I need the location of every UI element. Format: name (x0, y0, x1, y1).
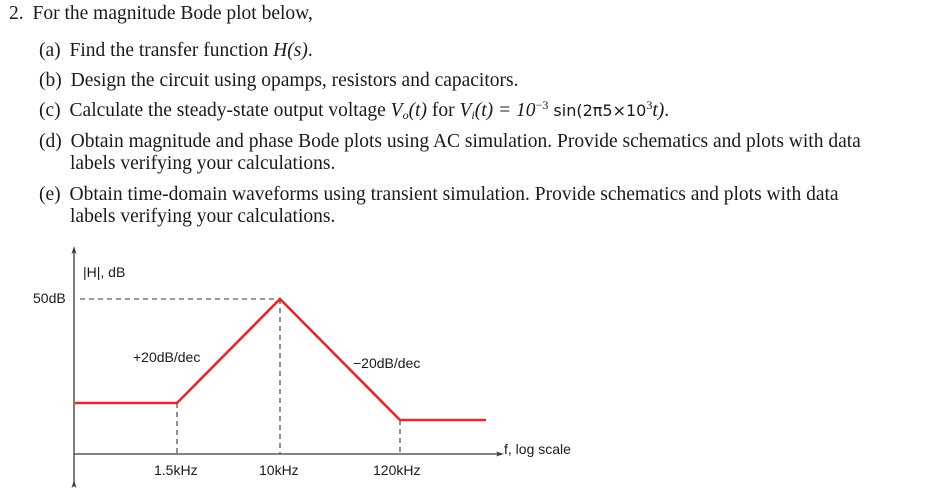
x-tick-120khz: 120kHz (373, 462, 421, 478)
part-a-math: H(s) (273, 40, 308, 61)
part-d: (d) Obtain magnitude and phase Bode plot… (39, 131, 861, 153)
slope-down-label: −20dB/dec (353, 355, 421, 371)
freq-exponent: 3 (646, 98, 653, 112)
x-tick-10khz: 10kHz (259, 462, 299, 478)
part-a-punct: . (307, 40, 313, 61)
sin-end: t) (652, 100, 665, 121)
vi-arg: (t) = 10 (474, 100, 536, 121)
vi-symbol: V (459, 100, 472, 121)
part-e-line2: labels verifying your calculations. (70, 206, 336, 227)
problem-heading: 2. For the magnitude Bode plot below, (9, 3, 313, 25)
part-a-label: (a) (39, 40, 61, 61)
part-e-label: (e) (39, 184, 61, 205)
part-c-mid: for (426, 100, 460, 121)
part-c-punct: . (664, 100, 670, 121)
problem-intro: For the magnitude Bode plot below, (32, 3, 313, 24)
magnitude-curve (75, 297, 486, 422)
part-a-text: Find the transfer function (69, 40, 274, 61)
y-tick-50db: 50dB (33, 290, 66, 306)
part-d-cont: labels verifying your calculations. (70, 153, 335, 175)
x-tick-1-5khz: 1.5kHz (154, 462, 198, 478)
part-a: (a) Find the transfer function H(s). (39, 40, 313, 62)
y-axis-label: |H|, dB (83, 264, 126, 280)
part-d-label: (d) (39, 131, 62, 152)
part-d-line2: labels verifying your calculations. (70, 153, 336, 174)
part-b-label: (b) (39, 70, 62, 91)
x-axis-label: f, log scale (504, 441, 571, 457)
slope-up-label: +20dB/dec (133, 349, 201, 365)
part-e: (e) Obtain time-domain waveforms using t… (39, 184, 839, 206)
sin-expression: sin(2π5×10 (548, 101, 647, 120)
part-b: (b) Design the circuit using opamps, res… (39, 70, 518, 92)
vo-symbol: V (390, 100, 403, 121)
amplitude-exponent: −3 (535, 98, 549, 112)
part-c-text: Calculate the steady-state output voltag… (69, 100, 391, 121)
part-b-text: Design the circuit using opamps, resisto… (70, 70, 519, 91)
part-c-label: (c) (39, 100, 61, 121)
vo-arg: (t) (408, 100, 427, 121)
vo-subscript: o (402, 108, 409, 122)
part-c: (c) Calculate the steady-state output vo… (39, 98, 670, 122)
part-d-line1: Obtain magnitude and phase Bode plots us… (70, 131, 861, 152)
part-e-cont: labels verifying your calculations. (70, 206, 335, 228)
vi-subscript: i (471, 108, 475, 122)
part-e-line1: Obtain time-domain waveforms using trans… (69, 184, 839, 205)
problem-number: 2. (9, 3, 24, 24)
